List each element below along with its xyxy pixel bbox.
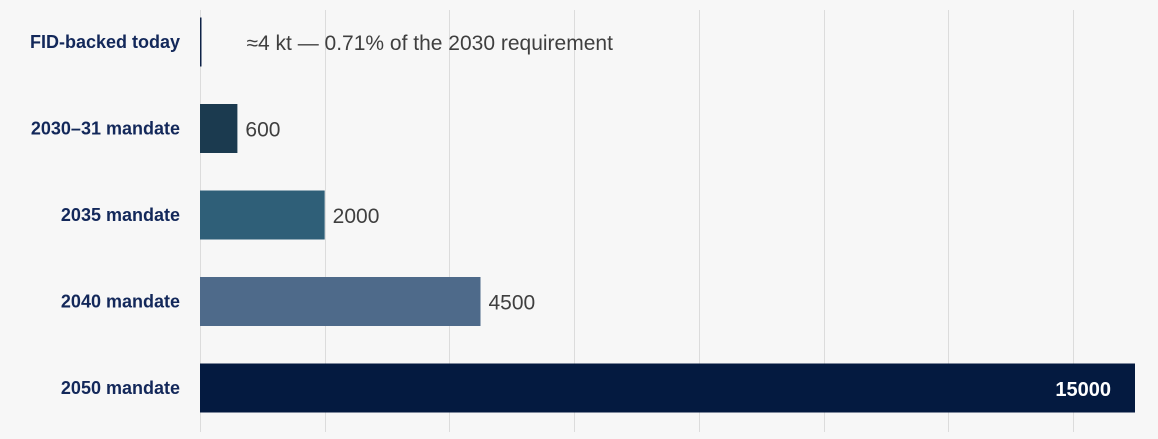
bar-fid-backed-today (200, 17, 202, 67)
bars (200, 17, 1135, 413)
value-label: 15000 (1055, 379, 1111, 401)
category-labels: FID-backed today 2030–31 mandate 2035 mand… (30, 32, 180, 398)
bar-2030-31-mandate (200, 104, 238, 153)
value-labels: ≈4 kt — 0.71% of the 2030 requirement 600… (245, 32, 1111, 401)
value-label: 2000 (333, 205, 380, 228)
gridlines (200, 10, 1074, 432)
bar-2035-mandate (200, 190, 325, 240)
category-label: 2040 mandate (61, 292, 180, 312)
bar-2050-mandate (200, 363, 1135, 413)
category-label: 2050 mandate (61, 378, 180, 398)
category-label: 2030–31 mandate (31, 119, 180, 139)
value-label: 600 (245, 119, 280, 142)
category-label: 2035 mandate (61, 205, 180, 225)
category-label: FID-backed today (30, 32, 180, 52)
bar-2040-mandate (200, 277, 481, 326)
value-label: ≈4 kt — 0.71% of the 2030 requirement (247, 32, 614, 55)
value-label: 4500 (489, 292, 536, 315)
